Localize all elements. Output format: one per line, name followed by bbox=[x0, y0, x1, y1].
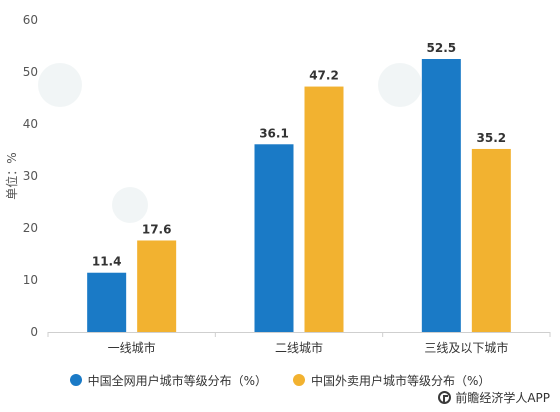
legend-item-series-1: 中国全网用户城市等级分布（%） bbox=[69, 372, 267, 389]
legend-item-series-2: 中国外卖用户城市等级分布（%） bbox=[293, 372, 490, 389]
bar-series-2-3 bbox=[471, 148, 511, 332]
watermark-logo bbox=[378, 63, 422, 107]
y-tick-label: 40 bbox=[23, 117, 38, 131]
legend-swatch-series-2 bbox=[293, 374, 305, 386]
x-tick-marks bbox=[47, 332, 551, 337]
category-label: 二线城市 bbox=[275, 340, 323, 355]
source-text: 前瞻经济学人APP bbox=[455, 391, 550, 405]
data-label: 52.5 bbox=[427, 41, 457, 55]
bar-series-1-1 bbox=[87, 272, 127, 332]
bar-series-1-2 bbox=[254, 144, 294, 332]
y-tick-labels: 0 10 20 30 40 50 60 bbox=[23, 13, 38, 339]
y-tick-label: 50 bbox=[23, 65, 38, 79]
legend-label-series-2: 中国外卖用户城市等级分布（%） bbox=[311, 373, 491, 388]
category-labels: 一线城市 二线城市 三线及以下城市 bbox=[108, 340, 509, 355]
legend-label-series-1: 中国全网用户城市等级分布（%） bbox=[87, 373, 267, 388]
category-label: 一线城市 bbox=[108, 340, 156, 355]
data-label: 35.2 bbox=[477, 131, 507, 145]
watermark-logo bbox=[38, 63, 82, 107]
bars bbox=[87, 59, 511, 332]
watermark-logo bbox=[112, 187, 148, 223]
data-label: 11.4 bbox=[92, 255, 122, 269]
source-credit: 前瞻经济学人APP bbox=[438, 389, 550, 406]
data-label: 17.6 bbox=[142, 222, 172, 236]
legend: 中国全网用户城市等级分布（%） 中国外卖用户城市等级分布（%） bbox=[0, 370, 560, 390]
y-tick-label: 10 bbox=[23, 273, 38, 287]
y-tick-label: 20 bbox=[23, 221, 38, 235]
legend-swatch-series-1 bbox=[69, 374, 82, 386]
bar-series-2-2 bbox=[304, 86, 344, 332]
data-label: 36.1 bbox=[259, 126, 289, 140]
bar-series-1-3 bbox=[421, 59, 461, 332]
qianzhan-logo-icon bbox=[438, 391, 452, 404]
data-labels: 11.4 17.6 36.1 47.2 52.5 35.2 bbox=[92, 41, 506, 269]
bar-series-2-1 bbox=[137, 240, 177, 332]
category-label: 三线及以下城市 bbox=[424, 340, 508, 355]
watermarks bbox=[38, 63, 422, 223]
y-tick-label: 30 bbox=[23, 169, 38, 183]
y-tick-label: 0 bbox=[30, 325, 38, 339]
y-axis-label: 单位：% bbox=[4, 152, 19, 199]
data-label: 47.2 bbox=[309, 69, 339, 83]
y-tick-label: 60 bbox=[23, 13, 38, 27]
